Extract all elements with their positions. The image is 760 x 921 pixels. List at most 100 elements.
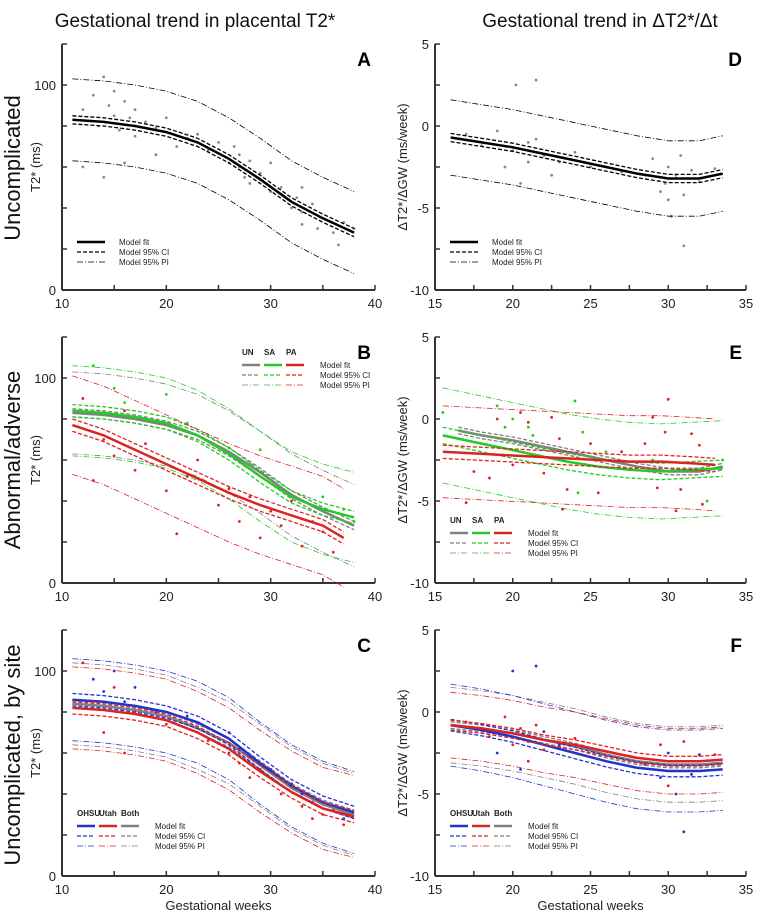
data-point [102, 690, 106, 693]
data-point [511, 463, 515, 467]
y-axis-label: T2* (ms) [28, 728, 43, 778]
ci-upper-line [450, 718, 723, 766]
model-fit-line [442, 450, 715, 467]
legend-header: PA [286, 348, 297, 357]
data-point [133, 686, 137, 689]
legend-header: UN [242, 348, 254, 357]
pi-upper-line [442, 405, 715, 420]
panel-e: 15 20 25 30 35 -10 -5 0 5 ΔT2*/ΔGW (ms/week) E UN SA… [395, 330, 753, 604]
model-fit-line [72, 706, 355, 818]
data-point [534, 664, 538, 668]
x-tick-label: 20 [159, 589, 173, 604]
data-point [300, 804, 304, 808]
panel-letter: B [357, 343, 371, 364]
data-point [164, 722, 168, 726]
y-tick-label: 0 [422, 119, 429, 134]
x-tick-label: 35 [739, 882, 753, 897]
pi-upper-line [72, 666, 355, 776]
x-tick-label: 20 [159, 296, 173, 311]
data-point [534, 723, 538, 727]
y-tick-label: -10 [410, 576, 429, 591]
data-point [352, 520, 356, 523]
y-tick-label: -5 [417, 201, 429, 216]
data-point [495, 404, 499, 408]
data-point [534, 137, 538, 141]
y-tick-label: 100 [34, 664, 56, 679]
data-point [175, 145, 179, 148]
data-point [526, 160, 530, 164]
data-point [666, 165, 670, 169]
data-point [112, 114, 116, 118]
x-tick-label: 25 [583, 882, 597, 897]
data-point [488, 476, 491, 480]
x-axis-label: Gestational weeks [165, 898, 272, 913]
pi-upper-line [72, 375, 344, 490]
x-tick-label: 15 [428, 296, 442, 311]
data-point [290, 499, 293, 503]
data-point [217, 141, 220, 144]
pi-upper-line [72, 371, 355, 485]
data-point [300, 186, 304, 189]
data-point [123, 401, 126, 404]
legend-label: Model fit [155, 822, 186, 831]
x-tick-label: 20 [506, 589, 520, 604]
data-point [128, 116, 132, 120]
data-point [651, 157, 655, 161]
data-point [573, 736, 577, 740]
data-point [144, 442, 147, 445]
data-point [248, 462, 252, 466]
pi-upper-line [450, 691, 723, 729]
data-point [248, 776, 252, 779]
data-point [91, 93, 95, 97]
legend-header: Both [121, 809, 139, 818]
legend-header: PA [494, 516, 505, 525]
legend-label: Model 95% PI [492, 258, 542, 267]
legend-label: Model 95% CI [528, 832, 578, 841]
data-point [682, 244, 686, 248]
pi-upper-line [442, 387, 723, 425]
data-point [682, 740, 686, 743]
panel-letter: C [357, 636, 371, 657]
x-tick-label: 15 [428, 589, 442, 604]
model-fit-line [72, 698, 355, 814]
data-point [542, 730, 546, 734]
data-point [561, 507, 564, 511]
x-axis-label: Gestational weeks [537, 898, 644, 913]
data-point [573, 399, 577, 403]
legend-header: UN [450, 516, 462, 525]
ci-lower-line [442, 442, 723, 481]
data-point [534, 78, 538, 82]
data-point [243, 175, 246, 179]
pi-lower-line [72, 160, 355, 274]
data-point [679, 488, 683, 491]
data-point [542, 748, 546, 752]
x-tick-label: 35 [739, 589, 753, 604]
data-point [316, 227, 320, 230]
pi-lower-line [450, 757, 723, 795]
data-point [112, 89, 116, 93]
data-point [620, 450, 623, 454]
panel-d: 15 20 25 30 35 -10 -5 0 5 ΔT2*/ΔGW (ms/week) D Mode… [395, 37, 753, 311]
x-tick-label: 10 [55, 882, 69, 897]
data-point [596, 491, 600, 495]
pi-upper-line [450, 683, 723, 731]
data-point [666, 397, 670, 401]
series-0 [72, 75, 356, 274]
y-axis-label: T2* (ms) [28, 435, 43, 485]
data-point [311, 817, 314, 820]
y-tick-label: 100 [34, 78, 56, 93]
data-point [258, 536, 262, 540]
pi-upper-line [72, 658, 355, 772]
y-tick-label: 0 [49, 283, 56, 298]
y-axis-label: ΔT2*/ΔGW (ms/week) [395, 396, 410, 523]
data-point [495, 751, 499, 755]
ci-upper-line [450, 719, 723, 757]
ci-upper-line [72, 418, 345, 533]
data-point [682, 193, 686, 197]
legend-label: Model 95% PI [320, 381, 370, 390]
pi-lower-line [72, 453, 355, 567]
panel-letter: F [730, 636, 742, 657]
data-point [565, 488, 569, 491]
